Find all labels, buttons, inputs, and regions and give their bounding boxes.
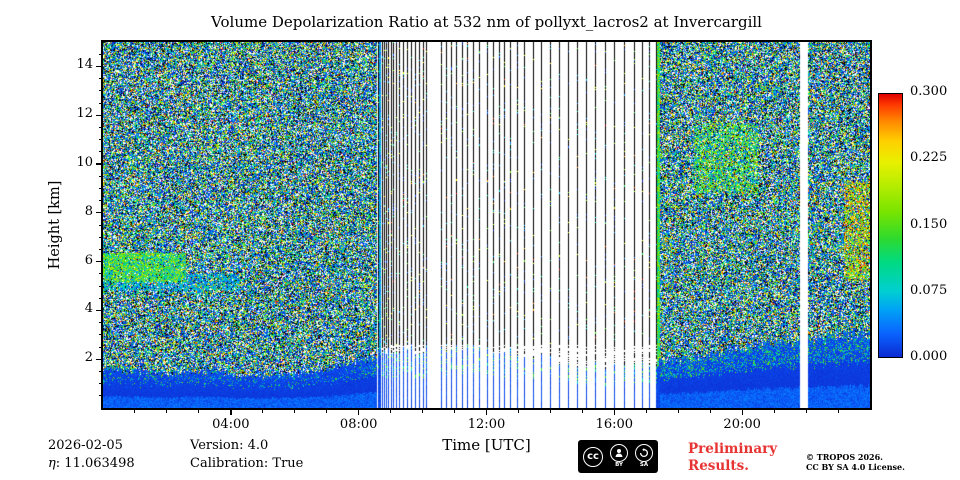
y-minor-tick bbox=[98, 383, 101, 385]
y-minor-tick bbox=[98, 175, 101, 177]
y-minor-tick bbox=[98, 236, 101, 238]
eta-symbol: η bbox=[48, 456, 56, 471]
y-minor-tick bbox=[98, 334, 101, 336]
y-major-tick bbox=[96, 114, 101, 116]
person-icon bbox=[610, 444, 628, 463]
date-label: 2026-02-05 bbox=[48, 438, 123, 453]
copyright-line1: © TROPOS 2026. bbox=[806, 452, 883, 462]
y-major-tick bbox=[96, 163, 101, 165]
x-major-tick bbox=[358, 410, 360, 415]
x-minor-tick bbox=[581, 410, 583, 413]
y-minor-tick bbox=[98, 248, 101, 250]
cc-license-badge: cc BY SA bbox=[578, 440, 658, 473]
y-minor-tick bbox=[98, 78, 101, 80]
x-minor-tick bbox=[134, 410, 136, 413]
y-minor-tick bbox=[98, 322, 101, 324]
x-tick-label: 20:00 bbox=[723, 417, 761, 432]
y-minor-tick bbox=[98, 53, 101, 55]
y-major-tick bbox=[96, 65, 101, 68]
plot-area bbox=[101, 40, 872, 410]
y-major-tick bbox=[96, 261, 101, 263]
x-minor-tick bbox=[198, 410, 200, 413]
colorbar-tick-label: 0.150 bbox=[910, 216, 948, 232]
preliminary-line1: Preliminary bbox=[688, 441, 778, 457]
sa-label: SA bbox=[639, 462, 649, 469]
colorbar-tick-label: 0.300 bbox=[910, 84, 948, 99]
x-major-tick bbox=[485, 410, 488, 415]
x-tick-label: 12:00 bbox=[467, 417, 506, 432]
copyright-line2: CC BY SA 4.0 License. bbox=[806, 462, 905, 473]
colorbar bbox=[878, 93, 903, 358]
x-minor-tick bbox=[517, 410, 519, 413]
colorbar-tick-label: 0.225 bbox=[910, 150, 948, 166]
y-minor-tick bbox=[98, 370, 101, 372]
y-minor-tick bbox=[98, 90, 101, 92]
x-tick-label: 16:00 bbox=[595, 417, 634, 432]
x-minor-tick bbox=[166, 410, 168, 413]
colorbar-tick-label: 0.075 bbox=[910, 282, 948, 298]
calibration-label: Calibration: True bbox=[190, 456, 304, 471]
x-minor-tick bbox=[262, 410, 264, 413]
x-minor-tick bbox=[422, 410, 424, 413]
y-minor-tick bbox=[98, 126, 101, 128]
y-tick-label: 6 bbox=[84, 252, 93, 268]
cc-sa-icon: SA bbox=[635, 444, 653, 469]
heatmap-canvas bbox=[103, 42, 870, 408]
preliminary-note: Preliminary Results. bbox=[688, 441, 777, 475]
y-minor-tick bbox=[98, 273, 101, 275]
y-minor-tick bbox=[98, 224, 101, 226]
eta-value: : 11.063498 bbox=[55, 456, 135, 471]
chart-title: Volume Depolarization Ratio at 532 nm of… bbox=[211, 13, 762, 31]
x-minor-tick bbox=[454, 410, 456, 413]
copyright-note: © TROPOS 2026. CC BY SA 4.0 License. bbox=[806, 452, 905, 473]
x-major-tick bbox=[230, 410, 232, 415]
x-axis-label: Time [UTC] bbox=[442, 436, 531, 454]
y-minor-tick bbox=[98, 297, 101, 299]
y-minor-tick bbox=[98, 151, 101, 153]
x-minor-tick bbox=[645, 410, 647, 413]
y-minor-tick bbox=[98, 346, 101, 348]
y-tick-label: 14 bbox=[76, 57, 93, 73]
x-tick-label: 08:00 bbox=[339, 417, 378, 432]
x-tick-label: 04:00 bbox=[212, 417, 250, 432]
colorbar-tick-label: 0.000 bbox=[910, 349, 948, 364]
y-major-tick bbox=[96, 309, 101, 312]
y-tick-label: 12 bbox=[76, 106, 93, 122]
y-minor-tick bbox=[98, 200, 101, 202]
version-label: Version: 4.0 bbox=[190, 438, 269, 453]
x-minor-tick bbox=[549, 410, 551, 413]
x-major-tick bbox=[613, 410, 616, 415]
y-minor-tick bbox=[98, 102, 101, 104]
cc-by-icon: BY bbox=[610, 444, 628, 469]
share-alike-icon bbox=[635, 444, 653, 463]
y-tick-label: 2 bbox=[84, 350, 93, 366]
y-minor-tick bbox=[98, 139, 101, 141]
x-minor-tick bbox=[326, 410, 328, 413]
y-tick-label: 4 bbox=[84, 301, 93, 317]
by-label: BY bbox=[615, 462, 623, 469]
x-minor-tick bbox=[677, 410, 679, 413]
cc-logo-icon: cc bbox=[583, 446, 603, 467]
y-minor-tick bbox=[98, 395, 101, 397]
x-minor-tick bbox=[773, 410, 775, 413]
y-minor-tick bbox=[98, 187, 101, 189]
y-major-tick bbox=[96, 358, 101, 360]
y-tick-label: 10 bbox=[76, 155, 93, 170]
y-minor-tick bbox=[98, 285, 101, 287]
y-major-tick bbox=[96, 212, 101, 214]
x-minor-tick bbox=[805, 410, 807, 413]
x-major-tick bbox=[741, 410, 743, 415]
x-minor-tick bbox=[390, 410, 392, 413]
preliminary-line2: Results. bbox=[688, 457, 749, 474]
y-tick-label: 8 bbox=[84, 203, 93, 219]
eta-label: η: 11.063498 bbox=[48, 456, 135, 471]
x-minor-tick bbox=[294, 410, 296, 413]
x-minor-tick bbox=[837, 410, 839, 413]
x-minor-tick bbox=[709, 410, 711, 413]
